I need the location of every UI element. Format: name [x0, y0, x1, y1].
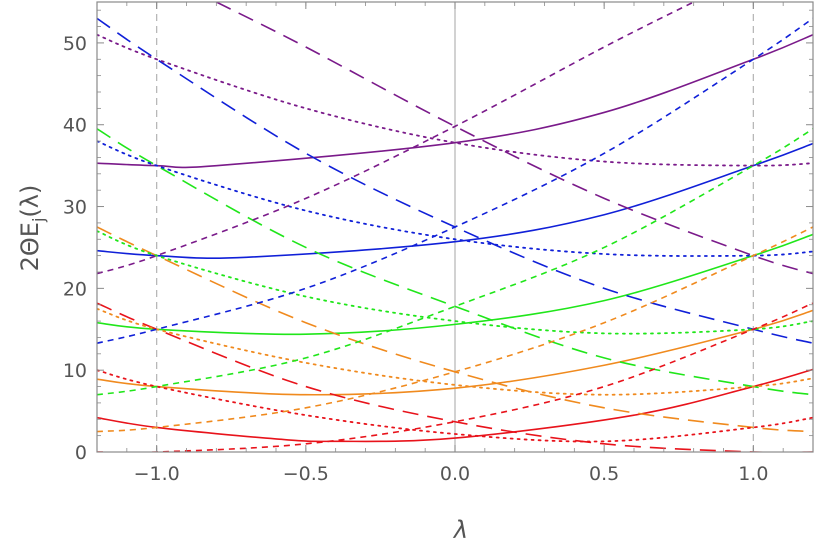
series-line-green-shortdash	[97, 128, 813, 396]
y-axis-title: 2ΘEj(λ)	[16, 185, 48, 272]
y-tick-label: 50	[63, 33, 87, 55]
series-line-red-longdash	[97, 302, 813, 452]
y-tick-label: 10	[63, 360, 87, 382]
y-tick-label: 0	[75, 442, 87, 464]
y-tick-label: 30	[63, 197, 87, 219]
y-axis-ticks: 0 10 20 30 40 50	[63, 9, 813, 464]
series-line-purple-dotted	[97, 33, 813, 167]
y-tick-label: 40	[63, 115, 87, 137]
series-line-purple-shortdash	[97, 2, 695, 275]
x-tick-label: 1.0	[738, 463, 768, 485]
series-line-orange-shortdash	[97, 226, 813, 433]
x-tick-label: −0.5	[283, 463, 329, 485]
series-line-blue-dotted	[97, 140, 813, 257]
series-line-green-dotted	[97, 230, 813, 335]
x-axis-ticks: −1.0 −0.5 0.0 0.5 1.0	[96, 2, 814, 485]
series-line-orange-dotted	[97, 307, 813, 396]
x-tick-label: 0.5	[589, 463, 619, 485]
series-line-purple-longdash	[215, 2, 813, 275]
y-tick-label: 20	[63, 278, 87, 300]
series-line-blue-shortdash	[97, 17, 813, 344]
series-line-purple-solid	[97, 33, 813, 169]
series-line-orange-solid	[97, 309, 813, 396]
series-line-red-solid	[97, 368, 813, 443]
series-line-red-dotted	[97, 369, 813, 443]
x-axis-title: λ	[452, 516, 468, 544]
series-line-green-solid	[97, 233, 813, 336]
x-tick-label: 0.0	[440, 463, 470, 485]
series-layer	[97, 2, 813, 452]
series-line-green-longdash	[97, 128, 813, 396]
series-line-blue-solid	[97, 142, 813, 259]
x-tick-label: −1.0	[134, 463, 180, 485]
